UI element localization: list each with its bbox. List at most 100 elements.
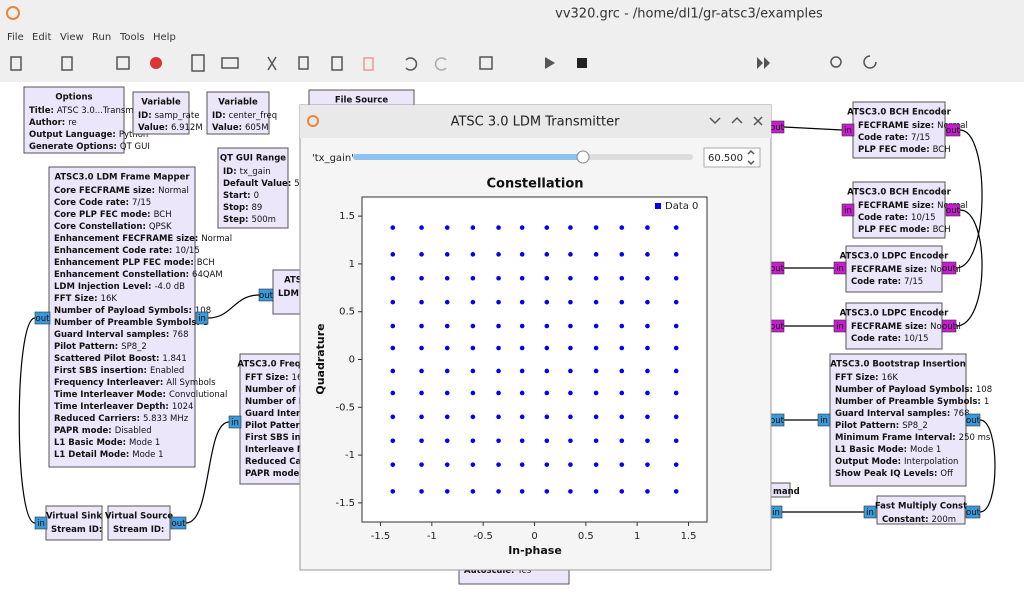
spin-box[interactable]	[703, 147, 761, 168]
point	[444, 323, 450, 329]
point	[419, 438, 424, 444]
port[interactable]	[833, 261, 847, 275]
block-param: LDM I	[278, 289, 305, 299]
param-key: Core Code rate:	[54, 198, 129, 208]
block[interactable]	[48, 166, 196, 468]
port[interactable]	[945, 203, 961, 217]
param-key: L1 Detail Mode:	[54, 450, 129, 460]
param-key: Start:	[223, 191, 251, 201]
port[interactable]	[965, 505, 981, 519]
block[interactable]	[23, 86, 125, 154]
forward-icon[interactable]	[757, 57, 770, 69]
x-tick-label: 1.5	[681, 531, 697, 542]
find-icon[interactable]	[830, 56, 842, 68]
port[interactable]	[34, 516, 48, 530]
port[interactable]	[34, 311, 51, 325]
port[interactable]	[841, 123, 855, 137]
new-icon[interactable]	[10, 56, 22, 71]
block-param: PAPR mode: Disabled	[54, 426, 152, 436]
close-icon[interactable]	[150, 57, 162, 69]
point	[444, 368, 450, 374]
scatter-plot: -1.5 -1 -0.5 0 0.5 1 1.5 -1.5 -1 -0.5 0 0.5 1 1.5 Data…	[335, 201, 698, 542]
block[interactable]	[132, 91, 190, 135]
menu-item[interactable]: Edit	[32, 32, 51, 43]
block-param: Time Interleaver Depth: 1024	[54, 402, 193, 412]
point	[519, 323, 525, 329]
param-value: 0	[254, 191, 259, 201]
point	[390, 275, 396, 281]
redo-icon[interactable]	[434, 57, 447, 71]
reload-icon[interactable]	[863, 55, 877, 69]
block-param: Guard Interval samples: 768	[835, 409, 970, 419]
param-key: Number of Pre	[245, 397, 315, 407]
menu-item[interactable]: Tools	[119, 32, 145, 43]
undo-icon[interactable]	[405, 57, 418, 71]
minimize-button[interactable]	[709, 117, 721, 125]
block[interactable]	[206, 91, 270, 135]
spin-arrows[interactable]	[747, 149, 755, 166]
port[interactable]	[258, 288, 274, 302]
point	[470, 225, 476, 230]
delete-icon[interactable]	[363, 57, 374, 71]
close-button[interactable]	[753, 116, 763, 126]
port[interactable]	[941, 261, 957, 275]
param-key: FECFRAME size:	[858, 121, 934, 131]
run-icon[interactable]	[545, 57, 555, 69]
port[interactable]	[228, 415, 242, 429]
port[interactable]	[817, 413, 831, 427]
point	[519, 368, 525, 374]
spin-value[interactable]: 60.500	[708, 153, 743, 164]
port[interactable]	[945, 123, 961, 137]
wire	[979, 419, 996, 513]
port[interactable]	[941, 319, 957, 333]
point	[619, 323, 625, 329]
block[interactable]	[217, 147, 289, 229]
report-icon[interactable]	[191, 54, 205, 72]
menu-item[interactable]: File	[7, 32, 24, 43]
cut-icon[interactable]	[267, 56, 277, 71]
port[interactable]	[195, 311, 209, 325]
port[interactable]	[965, 413, 981, 427]
errors-icon[interactable]	[479, 56, 493, 70]
block[interactable]	[845, 245, 943, 293]
port-label: out	[946, 126, 961, 136]
print-icon[interactable]	[221, 57, 239, 69]
block[interactable]	[107, 505, 171, 541]
slider-handle[interactable]	[576, 150, 590, 164]
block[interactable]	[852, 181, 946, 239]
block[interactable]	[876, 495, 966, 525]
menu-item[interactable]: Help	[153, 32, 176, 43]
port[interactable]	[841, 203, 855, 217]
port[interactable]	[170, 516, 187, 530]
param-key: L1 Basic Mode:	[835, 445, 907, 455]
title-bar	[0, 0, 1024, 28]
port[interactable]	[833, 319, 847, 333]
stop-icon[interactable]	[577, 58, 587, 68]
param-key: FFT Size:	[245, 373, 289, 383]
point	[673, 225, 679, 230]
open-icon[interactable]	[61, 56, 73, 71]
port[interactable]	[863, 505, 877, 519]
block[interactable]	[45, 505, 103, 541]
point	[593, 414, 599, 420]
toolbar-icons[interactable]	[10, 54, 877, 72]
menu-item[interactable]: Run	[92, 32, 111, 43]
menu-item[interactable]: View	[60, 32, 84, 43]
copy-icon[interactable]	[298, 56, 309, 70]
point	[496, 438, 501, 444]
param-key: Number of Payl	[245, 385, 319, 395]
param-key: PAPR mode:	[54, 426, 112, 436]
port-label: out	[36, 314, 51, 324]
point	[496, 345, 501, 351]
param-value: 10/15	[175, 246, 200, 256]
block[interactable]	[852, 101, 946, 159]
block-param: Enhancement PLP FEC mode: BCH	[54, 258, 215, 268]
maximize-button[interactable]	[731, 116, 743, 124]
port-label: out	[259, 291, 274, 301]
block[interactable]	[829, 353, 967, 487]
block-param: mand	[773, 487, 800, 497]
save-icon[interactable]	[116, 56, 130, 70]
param-value: 10/15	[911, 213, 936, 223]
paste-icon[interactable]	[331, 56, 343, 71]
